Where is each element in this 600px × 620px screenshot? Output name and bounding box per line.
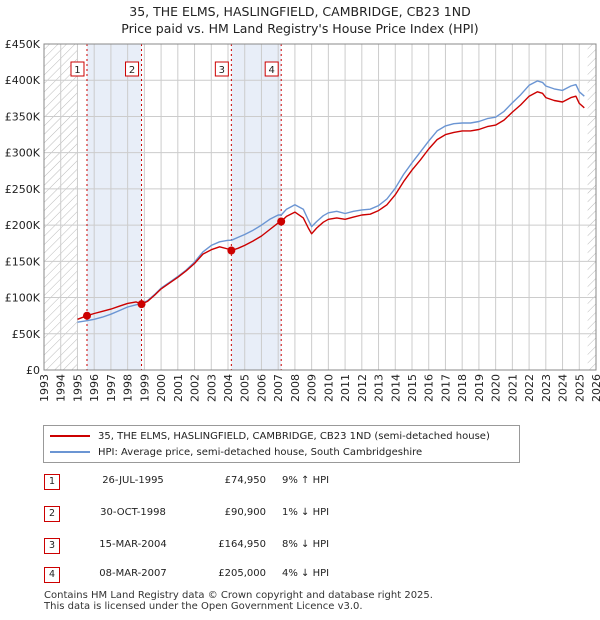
- x-tick-label: 2021: [506, 374, 519, 402]
- transaction-price: £74,950: [224, 475, 266, 486]
- x-tick-label: 2003: [205, 374, 218, 402]
- legend-item-hpi: HPI: Average price, semi-detached house,…: [50, 445, 422, 459]
- legend-label-hpi: HPI: Average price, semi-detached house,…: [98, 446, 423, 458]
- transaction-price: £164,950: [218, 539, 266, 550]
- transaction-marker-box: [70, 61, 85, 77]
- x-tick-label: 2020: [490, 374, 503, 402]
- transaction-point: [227, 246, 236, 255]
- x-tick-label: 2004: [222, 374, 235, 402]
- y-tick-label: £400K: [5, 74, 41, 87]
- x-tick-label: 2006: [255, 374, 268, 402]
- x-tick-label: 2019: [473, 374, 486, 402]
- transaction-marker-label: 4: [269, 65, 275, 76]
- x-tick-label: 2015: [406, 374, 419, 402]
- transaction-marker-label: 3: [219, 65, 225, 76]
- x-tick-label: 2005: [239, 374, 252, 402]
- y-tick-label: £0: [26, 364, 40, 377]
- x-tick-label: 1996: [88, 374, 101, 402]
- legend: 35, THE ELMS, HASLINGFIELD, CAMBRIDGE, C…: [43, 425, 520, 463]
- legend-label-property: 35, THE ELMS, HASLINGFIELD, CAMBRIDGE, C…: [98, 430, 490, 442]
- y-tick-label: £300K: [5, 147, 41, 160]
- transaction-hpi-diff: 8% ↓ HPI: [282, 539, 330, 550]
- x-tick-label: 2011: [339, 374, 352, 402]
- x-tick-label: 1995: [71, 374, 84, 402]
- transaction-marker-box: [125, 61, 140, 77]
- x-tick-label: 2014: [389, 374, 402, 402]
- x-tick-label: 2002: [189, 374, 202, 402]
- legend-swatch-property: [50, 435, 90, 437]
- transaction-point: [277, 217, 286, 226]
- shaded-period: [86, 44, 142, 370]
- transaction-hpi-diff: 1% ↓ HPI: [282, 507, 330, 518]
- shaded-period: [231, 44, 282, 370]
- plot-frame: [43, 43, 597, 371]
- y-tick-label: £200K: [5, 219, 41, 232]
- transaction-number: 4: [44, 567, 60, 583]
- x-tick-label: 2008: [289, 374, 302, 402]
- legend-swatch-hpi: [50, 451, 90, 453]
- x-tick-label: 2012: [356, 374, 369, 402]
- y-tick-label: £450K: [5, 38, 41, 51]
- y-tick-label: £250K: [5, 183, 41, 196]
- transaction-date: 30-OCT-1998: [100, 507, 166, 518]
- legend-item-property: 35, THE ELMS, HASLINGFIELD, CAMBRIDGE, C…: [50, 429, 490, 443]
- transaction-date: 08-MAR-2007: [99, 568, 167, 579]
- y-tick-label: £350K: [5, 110, 41, 123]
- y-tick-label: £50K: [12, 328, 41, 341]
- y-tick-label: £100K: [5, 292, 41, 305]
- x-tick-label: 2016: [423, 374, 436, 402]
- x-tick-label: 2026: [590, 374, 600, 402]
- transaction-point: [137, 300, 146, 309]
- footer-copyright: Contains HM Land Registry data © Crown c…: [44, 590, 433, 601]
- transaction-number: 3: [44, 538, 60, 554]
- x-tick-label: 2013: [373, 374, 386, 402]
- x-tick-label: 2025: [573, 374, 586, 402]
- x-tick-label: 1993: [38, 374, 51, 402]
- transaction-marker-label: 1: [74, 65, 80, 76]
- x-tick-label: 2022: [523, 374, 536, 402]
- transaction-hpi-diff: 4% ↓ HPI: [282, 568, 330, 579]
- y-tick-label: £150K: [5, 255, 41, 268]
- x-tick-label: 2024: [557, 374, 570, 402]
- x-tick-label: 2007: [272, 374, 285, 402]
- transaction-marker-box: [264, 61, 279, 77]
- transaction-price: £205,000: [218, 568, 266, 579]
- x-tick-label: 2018: [456, 374, 469, 402]
- property-price-line: [77, 91, 585, 320]
- footer-license: This data is licensed under the Open Gov…: [44, 601, 363, 612]
- transaction-point: [82, 311, 91, 320]
- x-tick-label: 2017: [439, 374, 452, 402]
- x-tick-label: 2000: [155, 374, 168, 402]
- transaction-marker-box: [214, 61, 229, 77]
- transaction-marker-label: 2: [129, 65, 135, 76]
- transaction-hpi-diff: 9% ↑ HPI: [282, 475, 330, 486]
- x-tick-label: 2001: [172, 374, 185, 402]
- x-tick-label: 1998: [122, 374, 135, 402]
- transaction-date: 26-JUL-1995: [102, 475, 164, 486]
- transaction-number: 1: [44, 474, 60, 490]
- x-tick-label: 2010: [322, 374, 335, 402]
- x-tick-label: 1994: [55, 374, 68, 402]
- hatched-region-after: [587, 44, 596, 370]
- x-tick-label: 1997: [105, 374, 118, 402]
- transaction-date: 15-MAR-2004: [99, 539, 167, 550]
- chart-subtitle: Price paid vs. HM Land Registry's House …: [121, 21, 479, 36]
- x-tick-label: 1999: [138, 374, 151, 402]
- x-tick-label: 2023: [540, 374, 553, 402]
- x-tick-label: 2009: [306, 374, 319, 402]
- transaction-number: 2: [44, 506, 60, 522]
- transaction-price: £90,900: [224, 507, 266, 518]
- chart-title: 35, THE ELMS, HASLINGFIELD, CAMBRIDGE, C…: [129, 4, 471, 19]
- price-chart: £0 £50K £100K £150K £200K £250K £300K £350K £400…: [5, 38, 600, 402]
